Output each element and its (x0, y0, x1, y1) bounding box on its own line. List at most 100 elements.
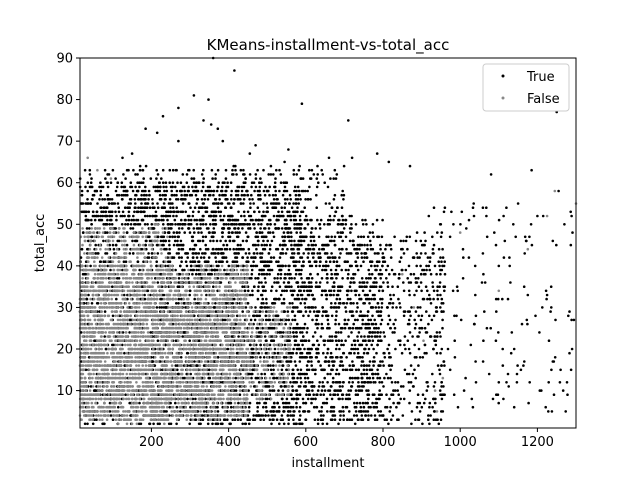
data-point (389, 376, 392, 380)
data-point (162, 235, 166, 239)
data-point (259, 306, 262, 309)
data-point (188, 231, 192, 234)
data-point (360, 252, 363, 255)
data-point (290, 277, 294, 280)
data-point (298, 260, 301, 264)
data-point (173, 193, 176, 197)
data-point (406, 247, 409, 251)
data-point (292, 331, 295, 334)
data-point (365, 223, 368, 226)
data-point (306, 347, 310, 351)
data-point (247, 214, 251, 218)
data-point (370, 297, 373, 301)
data-point (282, 405, 286, 409)
data-point (196, 198, 199, 201)
data-point (247, 289, 250, 293)
data-point (291, 385, 294, 388)
data-point (304, 306, 307, 309)
data-point (145, 193, 148, 197)
data-point (293, 339, 297, 343)
data-point (80, 331, 83, 334)
data-point (330, 314, 334, 318)
data-point (399, 239, 403, 243)
data-point (206, 247, 210, 251)
data-point (296, 281, 299, 284)
data-point (310, 401, 313, 405)
data-point (153, 214, 157, 218)
data-point (110, 223, 114, 226)
data-point (443, 364, 446, 367)
data-point (285, 289, 289, 293)
data-point (275, 418, 279, 422)
data-point (230, 189, 233, 193)
data-point (353, 318, 357, 322)
data-point (235, 314, 239, 318)
data-point (436, 231, 439, 234)
data-point (276, 401, 280, 405)
data-point (307, 314, 310, 318)
data-point (149, 331, 152, 334)
data-point (231, 239, 235, 243)
data-point (304, 198, 307, 201)
data-point (295, 326, 298, 330)
data-point (322, 385, 326, 388)
data-point (354, 347, 357, 351)
data-point (120, 223, 124, 226)
data-point (206, 422, 210, 426)
data-point (344, 368, 347, 372)
data-point (348, 364, 352, 367)
data-point (239, 243, 242, 247)
data-point (307, 360, 311, 363)
data-point (260, 231, 264, 234)
data-point (377, 410, 380, 413)
data-point (150, 223, 154, 226)
data-point (307, 410, 311, 413)
data-point (207, 272, 211, 276)
data-point (414, 322, 418, 326)
data-point (363, 252, 366, 255)
data-point (206, 198, 210, 201)
data-point (268, 272, 271, 276)
data-point (326, 326, 330, 330)
data-point (281, 214, 285, 218)
data-point (106, 185, 110, 189)
data-point (267, 227, 271, 230)
data-point (204, 243, 207, 247)
data-point (236, 235, 240, 239)
data-point (379, 277, 383, 280)
data-point (254, 277, 257, 280)
data-point (370, 264, 373, 268)
data-point (294, 364, 298, 367)
data-point (96, 302, 100, 305)
data-point (189, 218, 193, 222)
data-point (342, 351, 346, 355)
data-point (131, 227, 135, 230)
data-point (264, 414, 267, 417)
data-point (265, 272, 269, 276)
data-point (280, 302, 284, 305)
data-point (383, 260, 387, 264)
data-point (318, 381, 322, 384)
data-point (379, 297, 382, 301)
data-point (279, 264, 283, 268)
data-point (367, 322, 371, 326)
data-point (246, 256, 249, 259)
data-point (163, 189, 166, 193)
data-point (241, 256, 244, 259)
data-point (301, 397, 305, 401)
data-point (255, 231, 258, 234)
data-point (151, 214, 154, 218)
data-point (280, 414, 284, 417)
data-point (341, 239, 345, 243)
data-point (308, 310, 312, 313)
data-point (263, 235, 267, 239)
data-point (195, 223, 199, 226)
data-point (309, 231, 313, 234)
data-point (432, 243, 436, 247)
data-point (341, 218, 345, 222)
data-point (357, 235, 360, 239)
data-point (419, 252, 423, 255)
data-point (422, 268, 426, 272)
data-point (316, 326, 319, 330)
data-point (272, 410, 275, 413)
